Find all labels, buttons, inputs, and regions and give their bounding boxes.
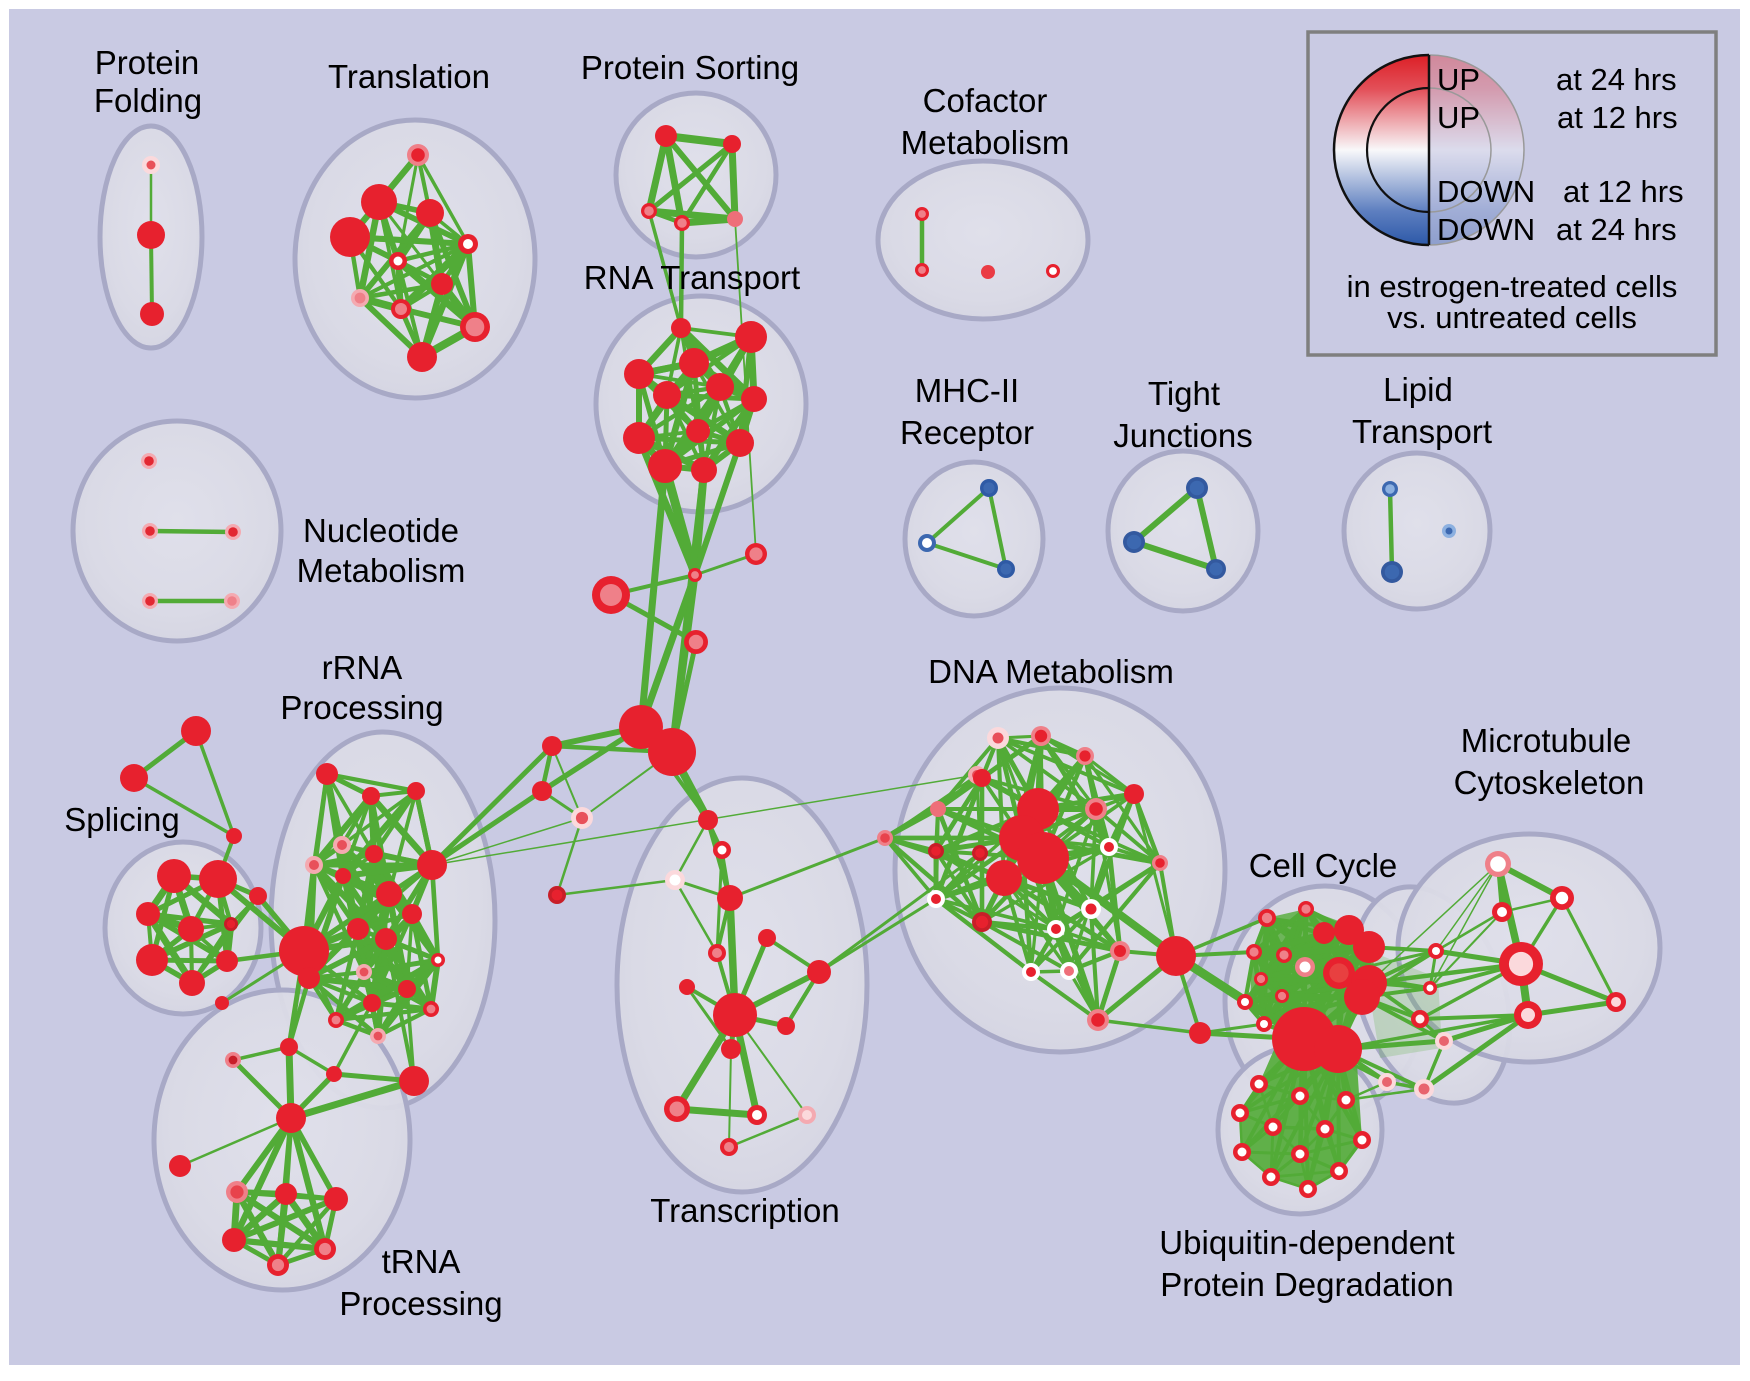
svg-text:Splicing: Splicing (64, 801, 180, 838)
svg-text:Microtubule: Microtubule (1461, 722, 1632, 759)
svg-text:Junctions: Junctions (1113, 417, 1252, 454)
svg-text:UP: UP (1437, 100, 1480, 135)
svg-text:Protein: Protein (95, 44, 200, 81)
svg-text:Receptor: Receptor (900, 414, 1034, 451)
svg-text:at 12 hrs: at 12 hrs (1563, 174, 1684, 209)
svg-text:Transcription: Transcription (650, 1192, 840, 1229)
svg-text:Lipid: Lipid (1383, 371, 1453, 408)
svg-text:UP: UP (1437, 62, 1480, 97)
svg-text:Translation: Translation (328, 58, 490, 95)
svg-text:Folding: Folding (94, 82, 202, 119)
svg-text:Tight: Tight (1148, 375, 1220, 412)
svg-text:Processing: Processing (280, 689, 443, 726)
svg-text:Protein Degradation: Protein Degradation (1160, 1266, 1454, 1303)
svg-text:Metabolism: Metabolism (901, 124, 1070, 161)
svg-text:Protein Sorting: Protein Sorting (581, 49, 799, 86)
svg-text:Processing: Processing (339, 1285, 502, 1322)
svg-text:at 24 hrs: at 24 hrs (1556, 62, 1677, 97)
svg-text:rRNA: rRNA (322, 649, 403, 686)
svg-text:MHC-II: MHC-II (915, 372, 1019, 409)
svg-text:RNA Transport: RNA Transport (584, 259, 800, 296)
svg-text:at 12 hrs: at 12 hrs (1557, 100, 1678, 135)
svg-text:DOWN: DOWN (1437, 212, 1535, 247)
svg-text:at 24 hrs: at 24 hrs (1556, 212, 1677, 247)
svg-text:Ubiquitin-dependent: Ubiquitin-dependent (1159, 1224, 1454, 1261)
svg-text:Cell Cycle: Cell Cycle (1249, 847, 1398, 884)
svg-text:Metabolism: Metabolism (297, 552, 466, 589)
svg-text:DNA Metabolism: DNA Metabolism (928, 653, 1174, 690)
svg-text:Cofactor: Cofactor (923, 82, 1048, 119)
svg-text:Transport: Transport (1352, 413, 1492, 450)
svg-text:DOWN: DOWN (1437, 174, 1535, 209)
svg-text:vs. untreated cells: vs. untreated cells (1387, 300, 1637, 335)
svg-text:in estrogen-treated cells: in estrogen-treated cells (1347, 269, 1678, 304)
svg-text:Nucleotide: Nucleotide (303, 512, 459, 549)
svg-text:tRNA: tRNA (382, 1243, 461, 1280)
svg-text:Cytoskeleton: Cytoskeleton (1454, 764, 1645, 801)
